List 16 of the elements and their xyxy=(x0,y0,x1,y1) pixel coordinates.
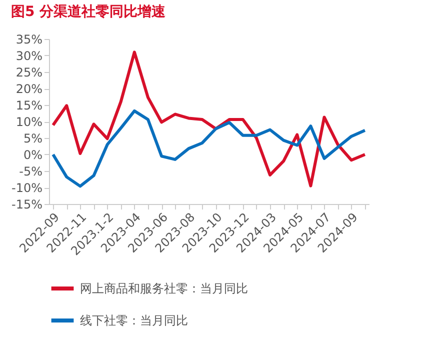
y-tick-label: 25% xyxy=(16,66,42,80)
y-tick-label: -10% xyxy=(11,181,42,195)
y-tick-label: 35% xyxy=(16,32,42,46)
y-tick-label: 5% xyxy=(23,132,42,146)
legend-label: 线下社零：当月同比 xyxy=(80,314,188,328)
y-tick-label: 10% xyxy=(16,115,42,129)
legend-label: 网上商品和服务社零：当月同比 xyxy=(80,282,248,296)
y-tick-label: 0% xyxy=(23,148,42,162)
chart-title: 图5 分渠道社零同比增速 xyxy=(11,3,167,20)
line-series xyxy=(52,50,366,188)
y-tick-label: 15% xyxy=(16,98,42,112)
y-tick-label: 20% xyxy=(16,82,42,96)
y-tick-label: 30% xyxy=(16,49,42,63)
line-series xyxy=(52,109,366,188)
y-tick-label: -5% xyxy=(19,164,42,178)
y-tick-label: -15% xyxy=(11,198,42,212)
